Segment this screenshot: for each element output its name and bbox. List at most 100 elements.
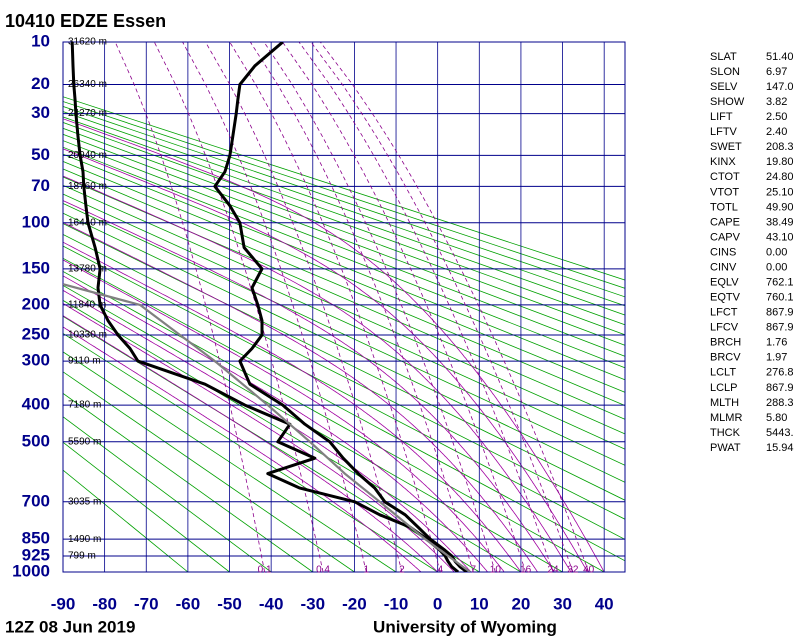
height-label: 7180 m xyxy=(68,400,101,411)
dry-adiabat xyxy=(63,212,625,483)
dry-adiabat xyxy=(63,257,625,562)
profile-line xyxy=(70,42,460,572)
height-label: 9110 m xyxy=(68,356,101,367)
x-tick-label: 0 xyxy=(433,594,442,613)
index-value: 1.76 xyxy=(766,337,787,349)
mixing-ratio-label: 7 xyxy=(470,565,476,576)
index-name: TOTL xyxy=(710,201,738,213)
mixing-ratio-label: 40 xyxy=(583,565,595,576)
index-value: 24.80 xyxy=(766,171,794,183)
mixing-ratio-line xyxy=(298,42,554,572)
index-name: LFCV xyxy=(710,322,739,334)
x-tick-label: 40 xyxy=(595,594,614,613)
y-tick-label: 70 xyxy=(31,176,50,195)
x-tick-label: -90 xyxy=(51,594,76,613)
height-label: 31620 m xyxy=(68,37,107,48)
height-label: 18760 m xyxy=(68,181,107,192)
dry-adiabat xyxy=(63,371,355,572)
x-tick-label: -10 xyxy=(384,594,409,613)
dry-adiabat xyxy=(63,116,625,316)
mixing-ratio-line xyxy=(229,42,441,572)
index-name: BRCH xyxy=(710,337,741,349)
index-value: 867.9 xyxy=(766,322,794,334)
dry-adiabat xyxy=(63,122,625,326)
height-label: 799 m xyxy=(68,551,96,562)
dry-adiabat xyxy=(63,96,625,281)
mixing-ratio-label: 10 xyxy=(490,565,502,576)
chart-title: 10410 EDZE Essen xyxy=(5,11,166,31)
index-name: SLAT xyxy=(710,51,737,63)
mixing-ratio-label: 0.4 xyxy=(316,565,330,576)
y-tick-label: 700 xyxy=(22,491,50,510)
dry-adiabat xyxy=(63,315,480,572)
index-value: 19.80 xyxy=(766,156,794,168)
index-value: 2.40 xyxy=(766,126,787,138)
plot-frame xyxy=(62,41,626,573)
dry-adiabat xyxy=(63,101,625,289)
index-value: 867.9 xyxy=(766,382,794,394)
index-value: 6.97 xyxy=(766,66,787,78)
dry-adiabat xyxy=(63,168,625,406)
height-label: 13780 m xyxy=(68,263,107,274)
height-label: 24270 m xyxy=(68,108,107,119)
y-tick-label: 925 xyxy=(22,546,50,565)
x-tick-label: -40 xyxy=(259,594,284,613)
x-tick-label: -20 xyxy=(342,594,367,613)
index-value: 15.94 xyxy=(766,442,794,454)
mixing-ratio-line xyxy=(182,42,367,572)
index-value: 867.9 xyxy=(766,307,794,319)
mixing-ratio-line xyxy=(205,42,403,572)
index-value: 5.80 xyxy=(766,412,787,424)
index-value: 5443. xyxy=(766,427,794,439)
dry-adiabat xyxy=(63,176,625,420)
dry-adiabat xyxy=(63,133,625,346)
moist-adiabat xyxy=(63,200,555,572)
index-name: KINX xyxy=(710,156,736,168)
dry-adiabat xyxy=(63,146,625,369)
dry-adiabat xyxy=(63,351,397,572)
index-name: BRCV xyxy=(710,352,741,364)
x-tick-label: -70 xyxy=(134,594,159,613)
index-name: SELV xyxy=(710,81,738,93)
dry-adiabat xyxy=(63,245,625,540)
footer-source: University of Wyoming xyxy=(373,617,557,636)
mixing-ratio-line xyxy=(263,42,496,572)
dry-adiabat xyxy=(63,140,625,357)
index-name: CTOT xyxy=(710,171,740,183)
y-tick-label: 50 xyxy=(31,145,50,164)
y-tick-label: 250 xyxy=(22,325,50,344)
index-name: PWAT xyxy=(710,442,741,454)
index-name: SWET xyxy=(710,141,742,153)
index-value: 3.82 xyxy=(766,96,787,108)
mixing-ratio-line xyxy=(249,42,474,572)
height-label: 26340 m xyxy=(68,79,107,90)
dry-adiabat xyxy=(63,223,625,501)
index-name: LCLP xyxy=(710,382,738,394)
mixing-ratio-label: 4 xyxy=(437,565,443,576)
x-tick-label: -30 xyxy=(300,594,325,613)
index-value: 208.3 xyxy=(766,141,794,153)
index-value: 288.3 xyxy=(766,397,794,409)
y-tick-label: 30 xyxy=(31,103,50,122)
x-tick-label: 20 xyxy=(511,594,530,613)
footer-date: 12Z 08 Jun 2019 xyxy=(5,617,135,636)
index-value: 2.50 xyxy=(766,111,787,123)
index-name: LCLT xyxy=(710,367,736,379)
index-value: 147.0 xyxy=(766,81,794,93)
height-label: 11840 m xyxy=(68,300,106,311)
index-value: 51.40 xyxy=(766,51,794,63)
height-label: 3035 m xyxy=(68,496,101,507)
index-name: MLTH xyxy=(710,397,739,409)
index-name: EQLV xyxy=(710,277,739,289)
moist-adiabat xyxy=(63,275,488,572)
index-name: SLON xyxy=(710,66,740,78)
dry-adiabat xyxy=(63,271,605,572)
mixing-ratio-line xyxy=(319,42,590,572)
index-name: LIFT xyxy=(710,111,733,123)
mixing-ratio-line xyxy=(282,42,527,572)
index-value: 43.10 xyxy=(766,231,794,243)
y-tick-label: 150 xyxy=(22,258,50,277)
x-tick-label: -60 xyxy=(176,594,201,613)
index-name: CINV xyxy=(710,261,737,273)
